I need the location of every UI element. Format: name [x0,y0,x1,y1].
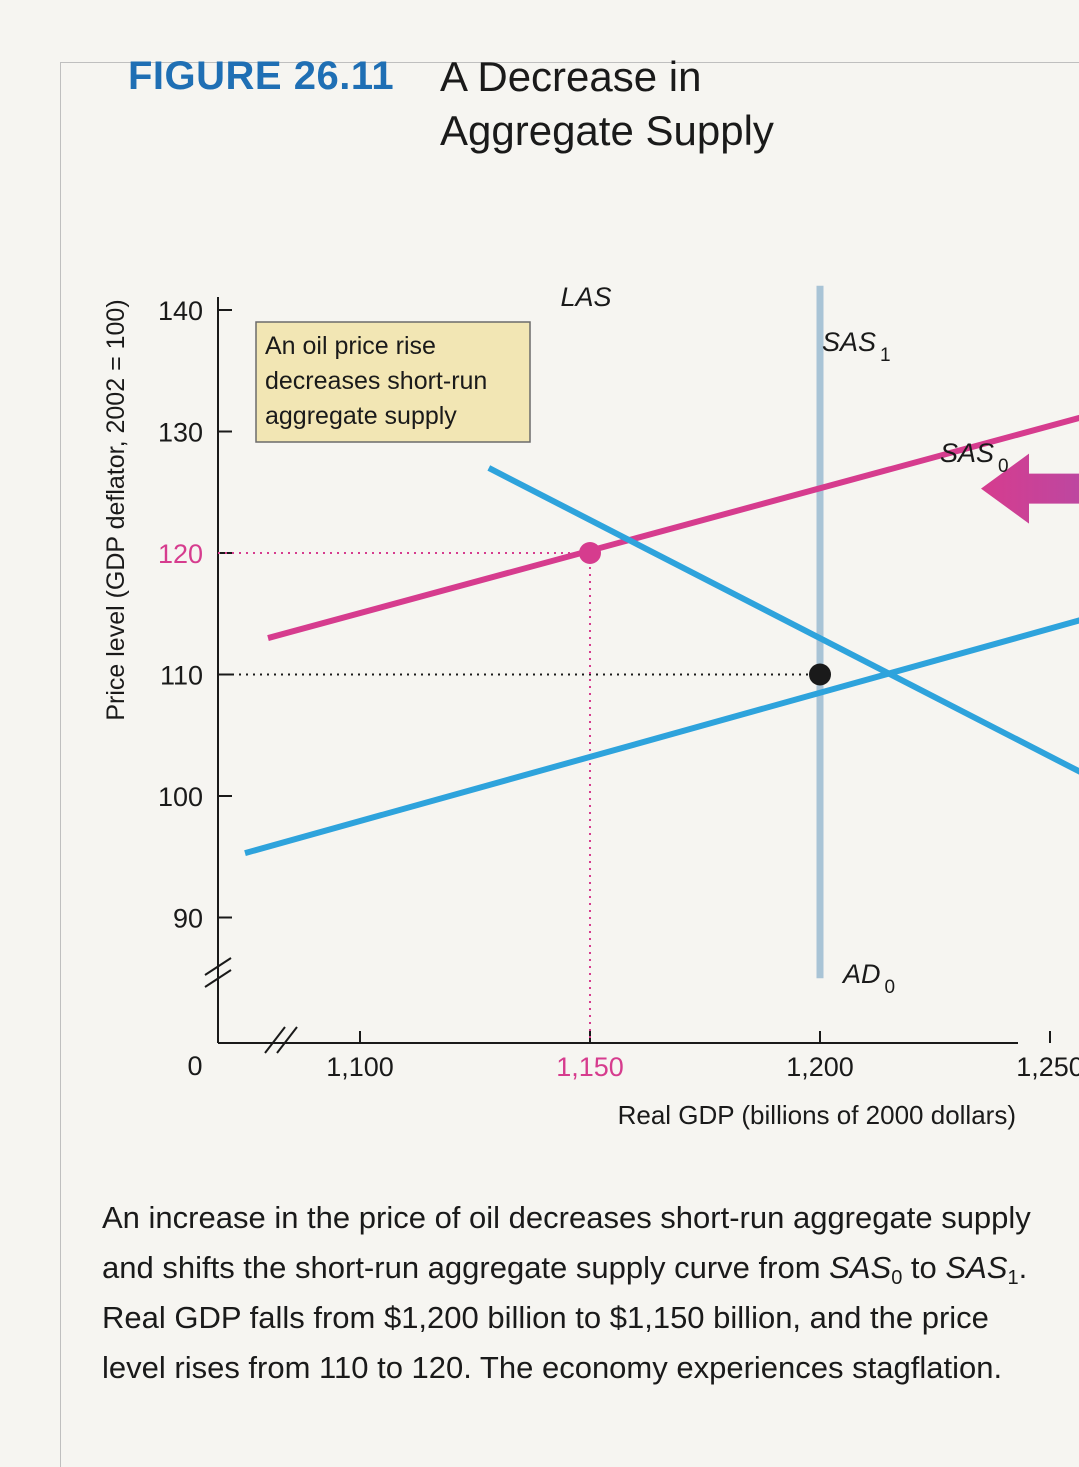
figure-caption: An increase in the price of oil decrease… [102,1193,1032,1393]
x-axis-title: Real GDP (billions of 2000 dollars) [618,1100,1016,1130]
y-tick-label-140: 140 [158,296,203,326]
x-tick-label-1250: 1,250 [1016,1052,1079,1082]
x-axis-break [264,1026,298,1054]
shift-arrow [981,453,1079,524]
y-tick-label-90: 90 [173,904,203,934]
page-frame [60,62,1079,1467]
figure-title: A Decrease in Aggregate Supply [440,53,774,154]
equilibrium-point-new [579,542,601,564]
y-tick-label-110: 110 [160,661,203,691]
annotation-box: An oil price rise decreases short-run ag… [255,321,531,443]
curve-label-sub-ad0: 0 [885,977,896,998]
curve-label-sas1: SAS 1 [822,327,891,366]
caption-var-to: SAS1 [945,1250,1019,1289]
annotation-line-3: aggregate supply [265,402,457,430]
caption-part-2: to [902,1250,946,1285]
caption-part-1: An increase in the price of oil decrease… [102,1200,1031,1285]
y-tick-label-130: 130 [158,418,203,448]
x-tick-label-1200: 1,200 [786,1052,854,1082]
guides [218,552,820,1043]
equilibrium-points [579,542,831,686]
curve-label-sub-sas1: 1 [880,345,891,366]
y-axis-break [204,957,232,988]
curve-ad0 [487,465,1079,775]
annotation-text: An oil price rise decreases short-run ag… [265,332,494,430]
annotation-line-1: An oil price rise [265,332,436,360]
curve-sas0 [244,617,1079,856]
curves [244,285,1079,979]
y-axis-title: Price level (GDP deflator, 2002 = 100) [102,299,130,720]
ticks: 1,1001,1501,2001,2501,3001,3509010011012… [158,296,1079,1082]
x-tick-label-1100: 1,100 [326,1052,394,1082]
curve-label-sas0: SAS 0 [940,438,1009,477]
equilibrium-point-initial [809,663,831,686]
annotation-line-2: decreases short-run [265,367,487,395]
curve-sas1 [267,414,1079,641]
y-tick-label-120: 120 [158,539,203,569]
y-tick-label-100: 100 [158,782,203,812]
curve-label-ad0: AD 0 [841,959,895,998]
curve-label-sub-sas0: 0 [998,456,1009,477]
figure-number: FIGURE 26.11 [128,54,395,98]
caption-var-from: SAS0 [829,1250,903,1289]
x-tick-label-1150: 1,150 [556,1052,624,1082]
origin-label: 0 [187,1051,202,1081]
caption-part-3: . Real GDP falls from $1,200 billion to … [102,1250,1028,1385]
curve-label-las: LAS [560,282,611,312]
curve-labels: LAS SAS 1 SAS 0 AD 0 [560,282,1008,998]
